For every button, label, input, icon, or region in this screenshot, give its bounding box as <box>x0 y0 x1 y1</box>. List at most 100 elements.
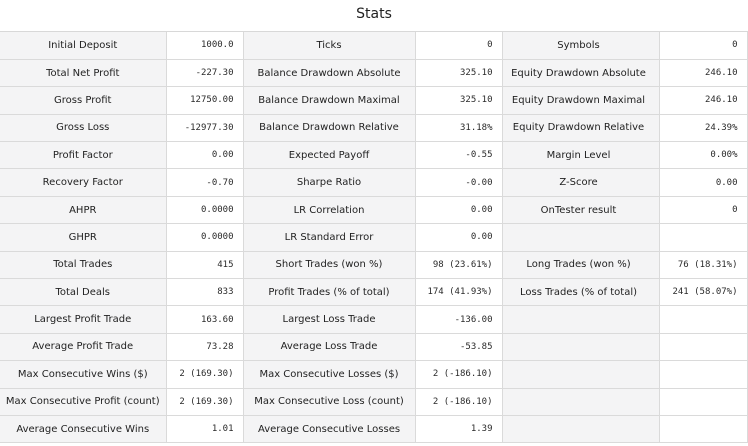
stat-value <box>658 414 748 444</box>
stat-value <box>658 360 748 389</box>
stat-value: -12977.30 <box>165 113 244 143</box>
stat-value: 76 (18.31%) <box>658 250 748 280</box>
stat-value: 98 (23.61%) <box>414 250 503 280</box>
stat-value: 246.10 <box>658 86 748 115</box>
stat-label: Average Consecutive Wins <box>0 414 167 444</box>
stat-label: Max Consecutive Losses ($) <box>242 360 416 389</box>
stat-label: Average Loss Trade <box>242 332 416 362</box>
stat-value <box>658 332 748 362</box>
stat-value: -0.70 <box>165 168 244 197</box>
stat-label: Total Deals <box>0 278 167 307</box>
stat-value: 31.18% <box>414 113 503 143</box>
stat-label: Gross Profit <box>0 86 167 115</box>
stat-value: 0.00 <box>414 223 503 252</box>
stat-label: Z-Score <box>501 168 660 197</box>
stat-label: GHPR <box>0 223 167 252</box>
stats-row: GHPR 0.0000 LR Standard Error 0.00 <box>0 223 748 252</box>
stat-value: 325.10 <box>414 58 503 88</box>
stat-value: 833 <box>165 278 244 307</box>
stat-label: Max Consecutive Wins ($) <box>0 360 167 389</box>
stat-label: Max Consecutive Loss (count) <box>242 387 416 416</box>
stat-value: 0.00 <box>414 195 503 225</box>
stat-value: 0 <box>658 32 748 60</box>
stat-value <box>658 305 748 334</box>
stat-label: Expected Payoff <box>242 141 416 170</box>
stats-row: Profit Factor 0.00 Expected Payoff -0.55 Mar… <box>0 141 748 170</box>
stat-label: Profit Factor <box>0 141 167 170</box>
stats-row: Average Profit Trade 73.28 Average Loss Tr… <box>0 332 748 362</box>
stat-value: 2 (169.30) <box>165 387 244 416</box>
stat-label: Equity Drawdown Absolute <box>501 58 660 88</box>
stats-row: Average Consecutive Wins 1.01 Average Cons… <box>0 414 748 444</box>
stat-label: Total Trades <box>0 250 167 280</box>
stats-row: Initial Deposit 1000.0 Ticks 0 Symbols 0 <box>0 32 748 60</box>
stats-row: Recovery Factor -0.70 Sharpe Ratio -0.00 Z-S… <box>0 168 748 197</box>
stat-label: Sharpe Ratio <box>242 168 416 197</box>
stat-value: 0.00 <box>165 141 244 170</box>
stat-label: Equity Drawdown Maximal <box>501 86 660 115</box>
stat-label: Average Consecutive Losses <box>242 414 416 444</box>
stat-label <box>501 414 660 444</box>
stat-label <box>501 305 660 334</box>
stat-value: 2 (169.30) <box>165 360 244 389</box>
stat-value: 0.0000 <box>165 223 244 252</box>
stats-row: Total Deals 833 Profit Trades (% of total)… <box>0 278 748 307</box>
stat-label <box>501 223 660 252</box>
stat-label <box>501 387 660 416</box>
stat-value: 0 <box>658 195 748 225</box>
stat-label: Initial Deposit <box>0 32 167 60</box>
stat-label: Balance Drawdown Absolute <box>242 58 416 88</box>
stat-label: Margin Level <box>501 141 660 170</box>
stat-label: Largest Profit Trade <box>0 305 167 334</box>
stat-label: Recovery Factor <box>0 168 167 197</box>
stat-value: 1000.0 <box>165 32 244 60</box>
stat-value <box>658 387 748 416</box>
stat-value: 174 (41.93%) <box>414 278 503 307</box>
stat-value: -0.55 <box>414 141 503 170</box>
stats-title: Stats <box>0 0 748 32</box>
stat-value: 0.00 <box>658 168 748 197</box>
stat-value: -53.85 <box>414 332 503 362</box>
stat-label: AHPR <box>0 195 167 225</box>
stat-value: 163.60 <box>165 305 244 334</box>
stat-label: Largest Loss Trade <box>242 305 416 334</box>
stat-value: 1.39 <box>414 414 503 444</box>
stat-label: LR Standard Error <box>242 223 416 252</box>
stats-row: Gross Profit 12750.00 Balance Drawdown Max… <box>0 86 748 115</box>
stat-label: Long Trades (won %) <box>501 250 660 280</box>
stat-value: 12750.00 <box>165 86 244 115</box>
stat-value: 241 (58.07%) <box>658 278 748 307</box>
stats-row: Gross Loss -12977.30 Balance Drawdown Rela… <box>0 113 748 143</box>
stat-label: Average Profit Trade <box>0 332 167 362</box>
stats-row: Total Trades 415 Short Trades (won %) 98 (2… <box>0 250 748 280</box>
stat-value: 246.10 <box>658 58 748 88</box>
stat-label: Gross Loss <box>0 113 167 143</box>
stat-value: 73.28 <box>165 332 244 362</box>
stats-row: Max Consecutive Profit (count) 2 (169.30)… <box>0 387 748 416</box>
stat-value: 24.39% <box>658 113 748 143</box>
stat-label: Balance Drawdown Maximal <box>242 86 416 115</box>
stats-row: Largest Profit Trade 163.60 Largest Loss T… <box>0 305 748 334</box>
stat-label: Loss Trades (% of total) <box>501 278 660 307</box>
stats-row: Total Net Profit -227.30 Balance Drawdown … <box>0 58 748 88</box>
stat-value: 325.10 <box>414 86 503 115</box>
stat-label: Max Consecutive Profit (count) <box>0 387 167 416</box>
stat-value: 0 <box>414 32 503 60</box>
stat-label <box>501 360 660 389</box>
stat-value: 1.01 <box>165 414 244 444</box>
stat-value: -136.00 <box>414 305 503 334</box>
stat-label: Ticks <box>242 32 416 60</box>
stat-value <box>658 223 748 252</box>
stat-value: 0.0000 <box>165 195 244 225</box>
stat-value: 415 <box>165 250 244 280</box>
stats-table: Initial Deposit 1000.0 Ticks 0 Symbols 0 Total… <box>0 32 748 444</box>
stat-label: Symbols <box>501 32 660 60</box>
stats-row: AHPR 0.0000 LR Correlation 0.00 OnTester res… <box>0 195 748 225</box>
stat-value: 2 (-186.10) <box>414 387 503 416</box>
stat-value: 0.00% <box>658 141 748 170</box>
stat-value: -0.00 <box>414 168 503 197</box>
stat-label: Equity Drawdown Relative <box>501 113 660 143</box>
stat-label: Balance Drawdown Relative <box>242 113 416 143</box>
stats-row: Max Consecutive Wins ($) 2 (169.30) Max Co… <box>0 360 748 389</box>
stat-label: Short Trades (won %) <box>242 250 416 280</box>
